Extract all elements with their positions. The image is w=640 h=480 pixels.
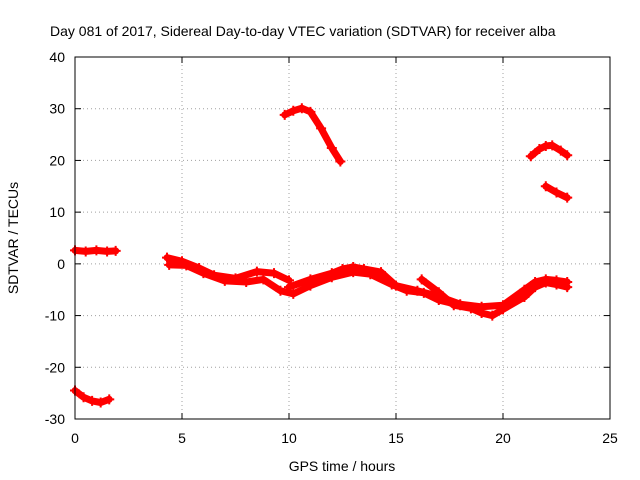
data-point-marker (102, 246, 113, 257)
data-point-marker (91, 245, 102, 256)
data-point-marker (305, 106, 316, 117)
data-point-marker (534, 144, 545, 155)
x-tick-label: 10 (281, 430, 297, 446)
data-point-marker (305, 274, 316, 285)
data-point-marker (198, 268, 209, 279)
series-arc-f (279, 103, 346, 167)
data-point-marker (269, 268, 280, 279)
data-point-marker (181, 260, 192, 271)
grid (75, 57, 610, 419)
data-point-marker (104, 394, 115, 405)
y-tick-label: -10 (45, 308, 65, 324)
y-tick-label: 10 (49, 204, 65, 220)
data-point-marker (547, 140, 558, 151)
data-point-marker (316, 123, 327, 134)
data-point-marker (87, 395, 98, 406)
data-point-marker (562, 150, 573, 161)
data-point-marker (498, 304, 508, 315)
data-point-marker (162, 252, 173, 263)
data-point-marker (525, 151, 536, 162)
data-point-marker (288, 105, 299, 116)
data-point-marker (530, 282, 541, 293)
y-tick-label: 30 (49, 101, 65, 117)
data-point-marker (337, 264, 348, 275)
data-point-marker (540, 181, 551, 192)
y-tick-label: 0 (57, 256, 65, 272)
data-point-marker (251, 266, 262, 277)
data-point-marker (555, 145, 566, 156)
series-arc-h (525, 140, 573, 162)
data-point-marker (540, 277, 551, 288)
x-tick-label: 0 (71, 430, 79, 446)
data-point-marker (476, 307, 487, 318)
data-point-marker (288, 288, 299, 299)
data-point-marker (376, 267, 387, 278)
plot-frame (74, 56, 611, 420)
data-point-marker (358, 264, 369, 275)
data-point-marker (562, 282, 573, 293)
series-arc-g (416, 274, 573, 321)
data-point-marker (433, 287, 444, 298)
data-point-marker (78, 392, 89, 403)
data-point-marker (391, 280, 401, 291)
y-tick-label: 40 (49, 49, 65, 65)
data-point-marker (519, 291, 530, 302)
y-axis-label: SDTVAR / TECUs (5, 182, 21, 294)
x-tick-label: 20 (495, 430, 511, 446)
data-point-marker (164, 259, 175, 270)
series-line (281, 104, 344, 165)
data-point-marker (326, 268, 337, 279)
axis-ticks: 0 5 10 15 20 25 -30 -20 -10 0 10 20 30 40 (45, 49, 618, 446)
chart-title: Day 081 of 2017, Sidereal Day-to-day VTE… (50, 23, 556, 39)
data-point-marker (551, 187, 562, 198)
x-tick-label: 15 (388, 430, 404, 446)
x-tick-label: 25 (602, 430, 618, 446)
y-tick-label: -30 (45, 411, 65, 427)
plot-series (70, 103, 573, 408)
data-point-marker (279, 109, 290, 120)
data-point-marker (335, 156, 346, 167)
data-point-marker (296, 103, 307, 114)
series-arc-i (540, 181, 573, 203)
data-point-marker (219, 275, 230, 286)
series-arc-b (70, 385, 115, 408)
data-point-marker (241, 276, 252, 287)
data-point-marker (551, 279, 562, 290)
series-arc-d (164, 259, 466, 311)
series-arc-a (70, 245, 121, 257)
data-point-marker (284, 282, 294, 293)
y-tick-label: 20 (49, 152, 65, 168)
data-point-marker (412, 285, 423, 296)
data-point-marker (275, 285, 286, 296)
data-point-marker (326, 143, 337, 154)
data-point-marker (258, 274, 269, 285)
data-point-marker (95, 397, 106, 408)
data-point-marker (448, 300, 459, 311)
data-point-marker (562, 192, 573, 203)
data-point-marker (487, 310, 498, 321)
data-point-marker (110, 245, 121, 256)
data-point-marker (348, 261, 359, 272)
data-point-marker (80, 246, 91, 257)
data-point-marker (465, 303, 476, 314)
x-tick-label: 5 (178, 430, 186, 446)
y-tick-label: -20 (45, 359, 65, 375)
data-point-marker (416, 274, 427, 285)
x-axis-label: GPS time / hours (289, 458, 396, 474)
